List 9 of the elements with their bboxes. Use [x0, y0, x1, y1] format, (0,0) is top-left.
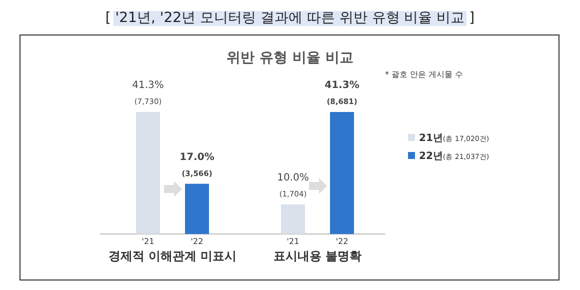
text: '21	[286, 237, 300, 246]
x-tick-label: 경제적 이해관계 미표시	[108, 249, 237, 263]
text: * 괄호 안은 게시물 수	[385, 70, 464, 79]
text: '22	[190, 237, 204, 246]
chart-title: [ '21년, '22년 모니터링 결과에 따른 위반 유형 비율 비교 ]	[105, 10, 475, 26]
text: '22	[336, 237, 348, 246]
x-tick-label: 표시내용 불명확	[273, 249, 362, 263]
text: '21	[142, 237, 154, 246]
chart-subtitle: 위반 유형 비율 비교	[226, 50, 354, 66]
